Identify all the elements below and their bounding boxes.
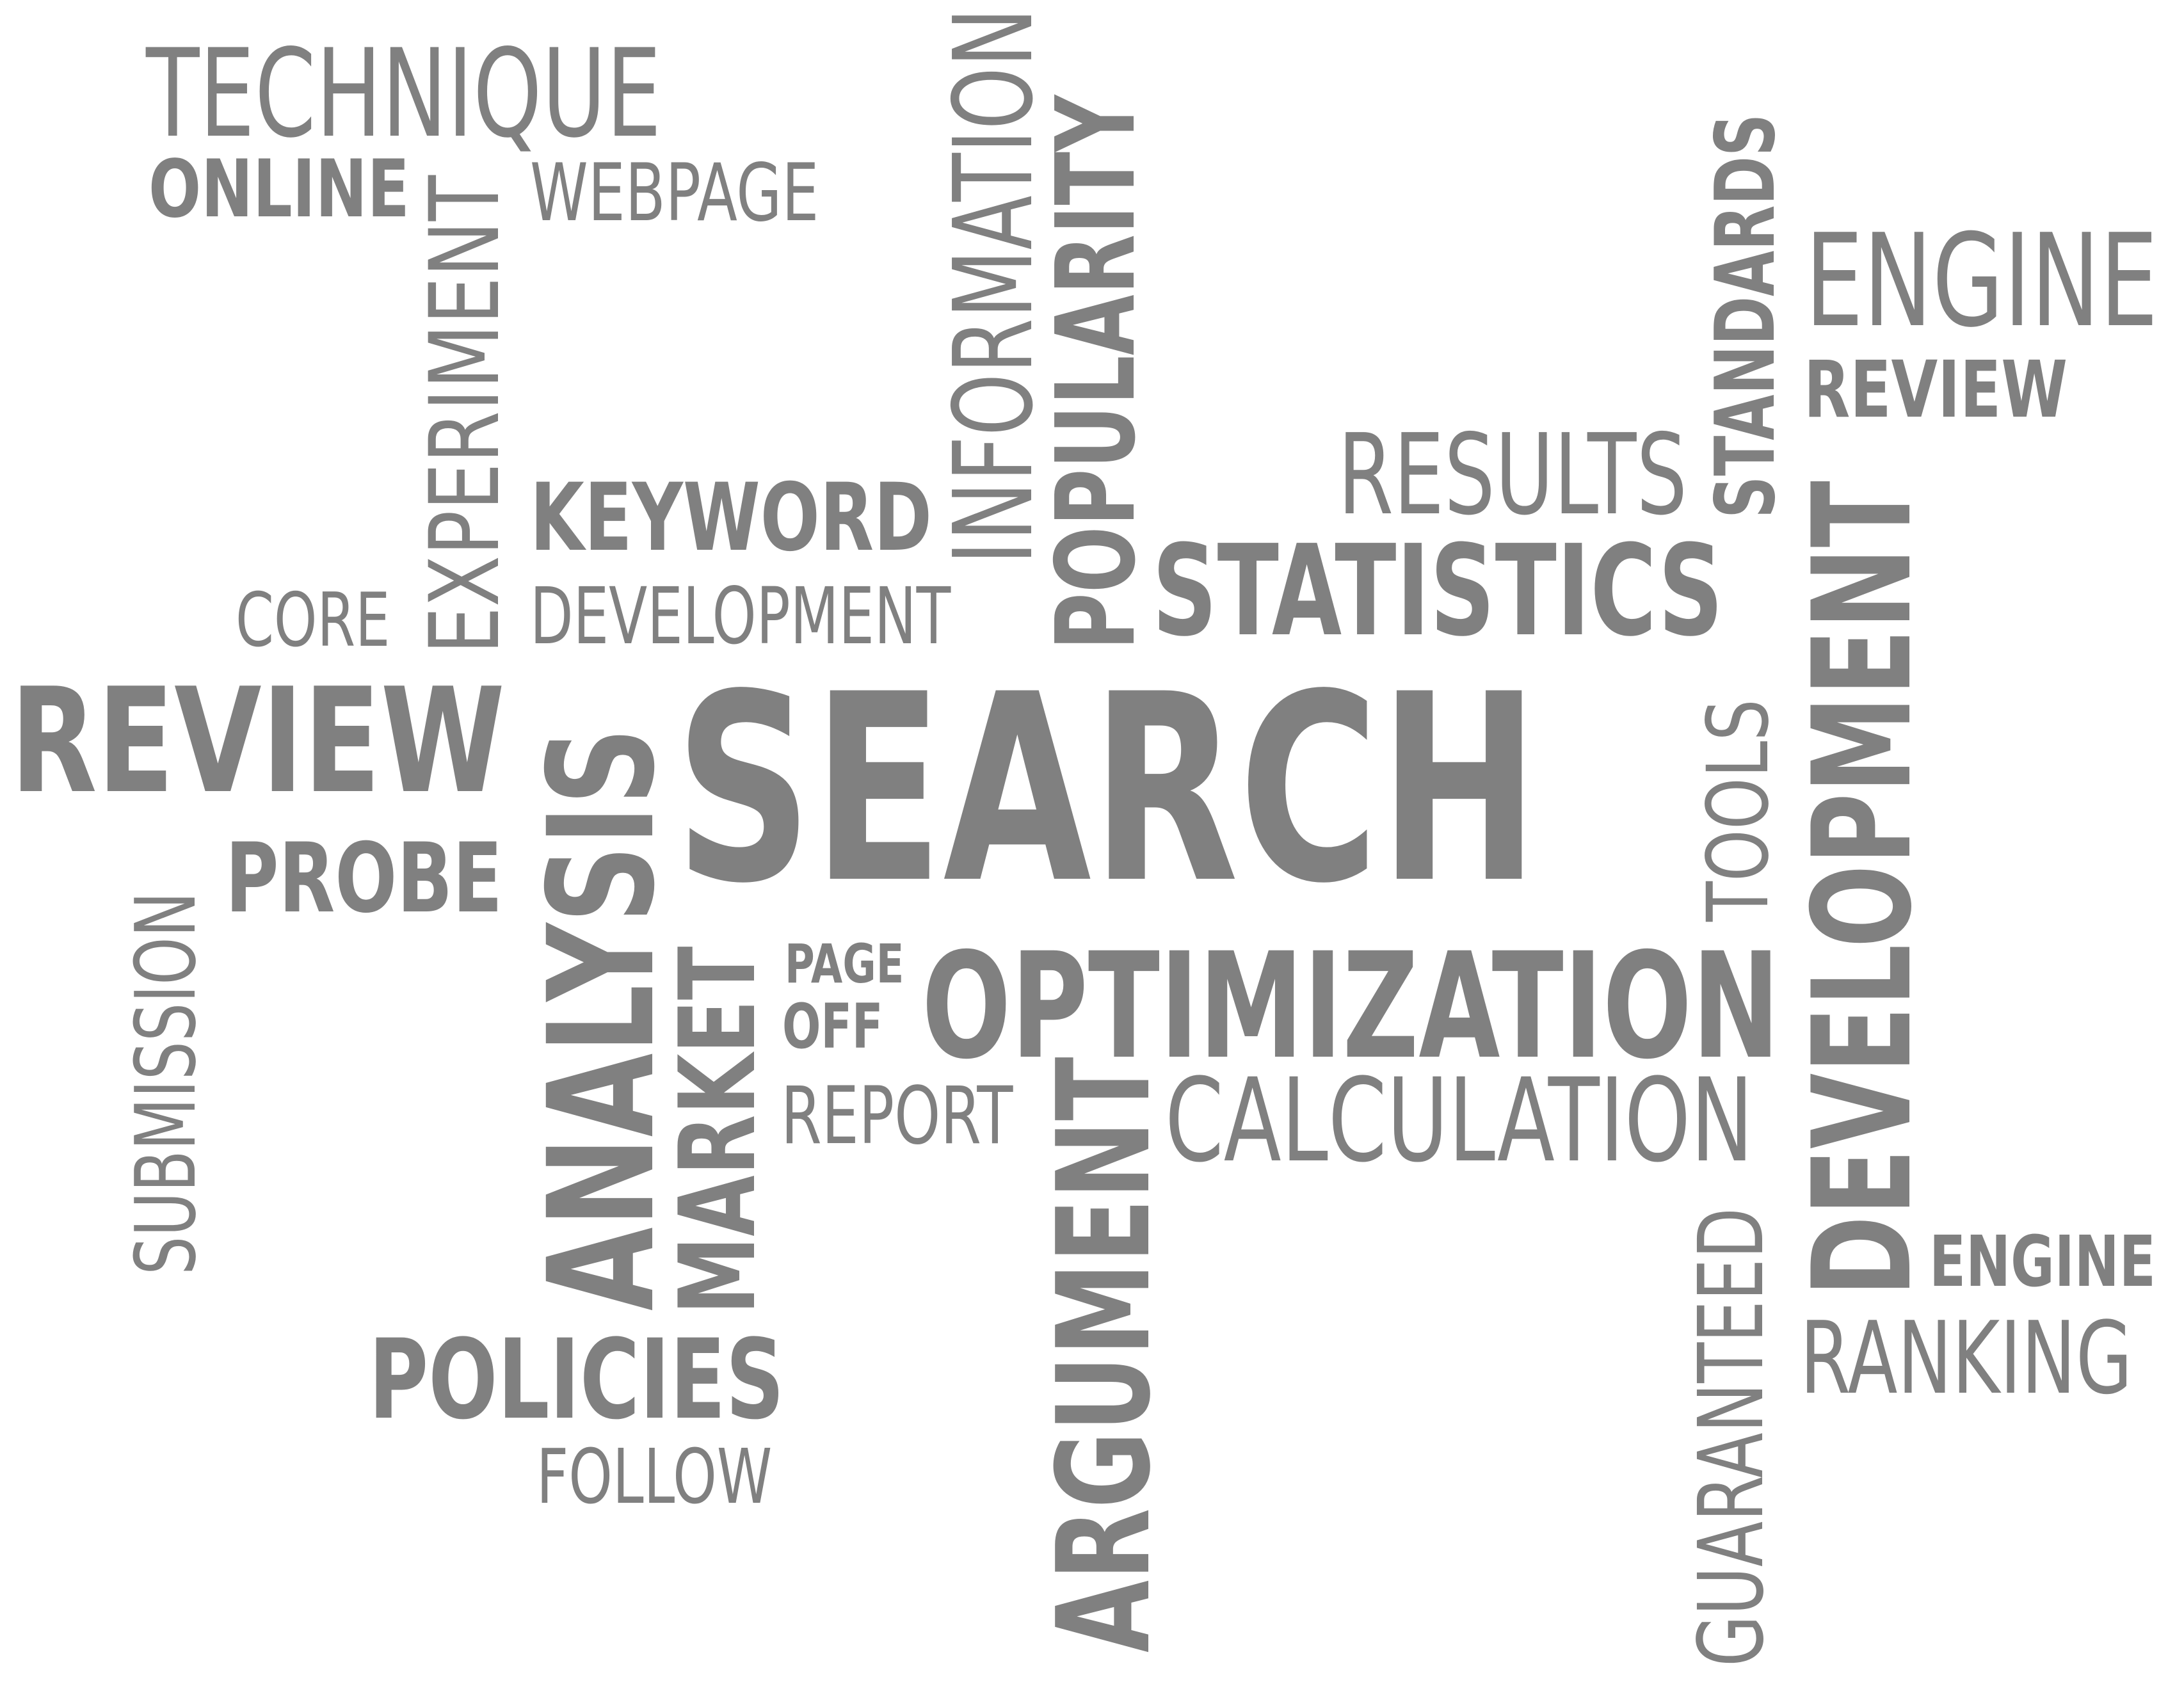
word-results: RESULTS [1338,410,1688,540]
word-popularity: POPULARITY [1033,95,1160,650]
word-review-large: REVIEW [10,657,506,826]
word-probe: PROBE [225,823,503,934]
word-keyword: KEYWORD [530,463,933,572]
word-development-small: DEVELOPMENT [530,571,951,662]
word-guaranteed: GUARANTEED [1680,1207,1784,1667]
word-follow: FOLLOW [536,1432,773,1521]
word-off: OFF [782,991,883,1062]
word-tools: TOOLS [1689,699,1788,922]
word-webpage: WEBPAGE [530,147,819,239]
word-report: REPORT [781,1070,1013,1162]
word-online: ONLINE [149,143,410,236]
word-standards: STANDARDS [1698,113,1794,518]
word-analysis: ANALYSIS [517,727,687,1311]
word-submission: SUBMISSION [117,892,214,1275]
word-search: SEARCH [675,639,1539,940]
word-experiment: EXPERIMENT [410,175,521,654]
word-technique: TECHNIQUE [146,23,662,164]
word-calculation: CALCULATION [1165,1054,1754,1188]
word-argument: ARGUMENT [1030,1057,1179,1653]
word-page: PAGE [785,933,904,995]
word-engine-top: ENGINE [1805,207,2158,356]
word-core: CORE [236,577,390,664]
word-market: MARKET [657,946,779,1315]
word-statistics: STATISTICS [1152,518,1724,664]
word-review-small: REVIEW [1804,344,2068,435]
word-optimization: OPTIMIZATION [922,921,1780,1091]
word-engine-bottom: ENGINE [1929,1221,2156,1302]
word-ranking: RANKING [1800,1300,2133,1416]
word-policies: POLICIES [369,1315,785,1444]
word-information: INFORMATION [931,8,1057,565]
word-development-vertical: DEVELOPMENT [1783,481,1941,1297]
